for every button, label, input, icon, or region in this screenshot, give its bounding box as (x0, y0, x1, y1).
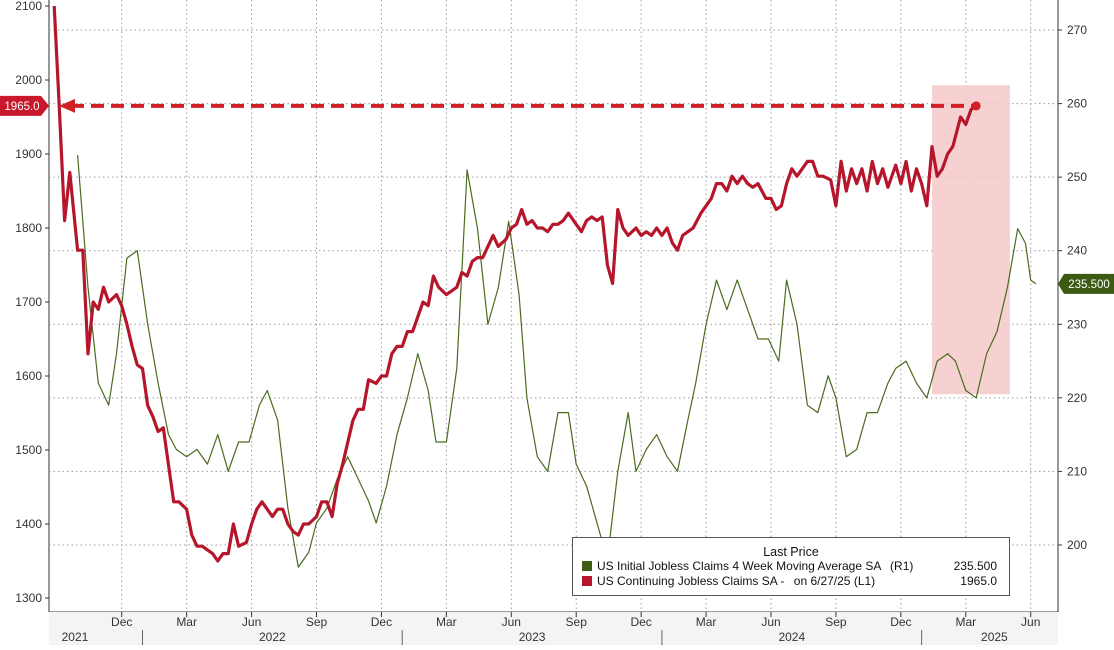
x-month-label: Dec (630, 615, 651, 629)
left-tick-label: 2000 (15, 73, 42, 87)
right-tick-label: 250 (1067, 170, 1087, 184)
right-tick-label: 230 (1067, 317, 1087, 331)
legend-tag-continuing-claims: on 6/27/25 (L1) (793, 574, 876, 588)
legend-row-initial-claims: US Initial Jobless Claims 4 Week Moving … (573, 559, 1009, 574)
x-year-label: 2025 (981, 630, 1008, 644)
x-month-label: Dec (371, 615, 392, 629)
series-line-continuing-claims (52, 5, 978, 563)
chart-legend: Last Price US Initial Jobless Claims 4 W… (572, 537, 1010, 596)
x-month-label: Sep (566, 615, 588, 629)
right-value-flag (1058, 273, 1114, 294)
legend-title: Last Price (763, 545, 819, 559)
x-year-label: 2024 (778, 630, 805, 644)
x-month-label: Jun (502, 615, 521, 629)
x-month-label: Mar (696, 615, 717, 629)
legend-swatch-continuing-claims (582, 576, 592, 586)
x-month-label: Sep (825, 615, 847, 629)
left-tick-label: 1300 (15, 591, 42, 605)
x-year-label: 2023 (519, 630, 546, 644)
series-line-initial-claims (77, 155, 1037, 568)
right-tick-label: 220 (1067, 391, 1087, 405)
left-tick-label: 1800 (15, 221, 42, 235)
left-tick-label: 1500 (15, 443, 42, 457)
legend-value-continuing-claims: 1965.0 (960, 574, 997, 588)
right-tick-label: 270 (1067, 23, 1087, 37)
x-month-label: Mar (436, 615, 457, 629)
x-axis-band (49, 612, 1058, 645)
left-value-flag-label: 1965.0 (4, 101, 39, 113)
last-value-dot (971, 101, 981, 111)
left-tick-label: 2100 (15, 0, 42, 13)
left-tick-label: 1700 (15, 295, 42, 309)
x-month-label: Mar (176, 615, 197, 629)
legend-value-initial-claims: 235.500 (953, 559, 997, 573)
x-month-label: Jun (242, 615, 261, 629)
x-month-label: Dec (890, 615, 911, 629)
legend-name-initial-claims: US Initial Jobless Claims 4 Week Moving … (597, 559, 881, 573)
x-year-label: 2021 (62, 630, 89, 644)
right-tick-label: 210 (1067, 464, 1087, 478)
highlight-band (932, 85, 1010, 395)
right-tick-label: 240 (1067, 244, 1087, 258)
legend-tag-initial-claims: (R1) (890, 559, 914, 573)
right-value-flag-label: 235.500 (1068, 279, 1110, 291)
x-month-label: Mar (955, 615, 976, 629)
left-value-flag (0, 95, 49, 116)
x-year-label: 2022 (259, 630, 286, 644)
right-tick-label: 200 (1067, 538, 1087, 552)
x-month-label: Dec (111, 615, 132, 629)
legend-swatch-initial-claims (582, 561, 592, 571)
left-tick-label: 1400 (15, 517, 42, 531)
last-value-arrowhead (59, 98, 75, 113)
left-tick-label: 1600 (15, 369, 42, 383)
left-tick-label: 1900 (15, 147, 42, 161)
legend-row-continuing-claims: US Continuing Jobless Claims SA - on 6/2… (573, 574, 1009, 589)
x-month-label: Jun (761, 615, 780, 629)
x-month-label: Sep (306, 615, 328, 629)
x-month-label: Jun (1021, 615, 1040, 629)
legend-name-continuing-claims: US Continuing Jobless Claims SA - (597, 574, 785, 588)
right-tick-label: 260 (1067, 97, 1087, 111)
